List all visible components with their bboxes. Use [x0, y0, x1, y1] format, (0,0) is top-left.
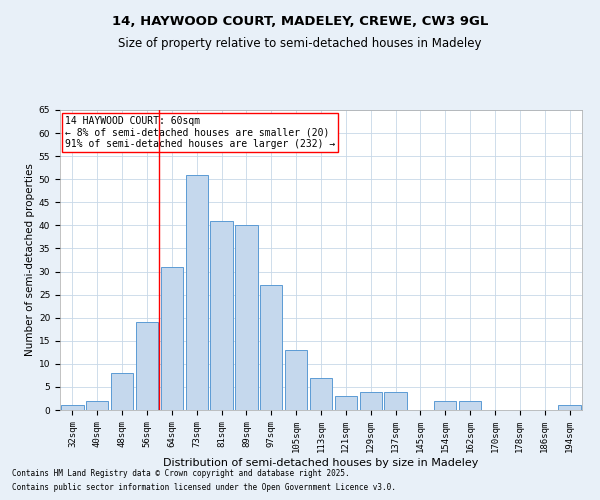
- Text: Contains public sector information licensed under the Open Government Licence v3: Contains public sector information licen…: [12, 484, 396, 492]
- Bar: [310, 378, 332, 410]
- X-axis label: Distribution of semi-detached houses by size in Madeley: Distribution of semi-detached houses by …: [163, 458, 479, 468]
- Text: Size of property relative to semi-detached houses in Madeley: Size of property relative to semi-detach…: [118, 38, 482, 51]
- Bar: [434, 401, 457, 410]
- Bar: [185, 174, 208, 410]
- Bar: [459, 401, 481, 410]
- Bar: [285, 350, 307, 410]
- Bar: [86, 401, 109, 410]
- Y-axis label: Number of semi-detached properties: Number of semi-detached properties: [25, 164, 35, 356]
- Bar: [385, 392, 407, 410]
- Bar: [111, 373, 133, 410]
- Text: 14 HAYWOOD COURT: 60sqm
← 8% of semi-detached houses are smaller (20)
91% of sem: 14 HAYWOOD COURT: 60sqm ← 8% of semi-det…: [65, 116, 335, 149]
- Bar: [359, 392, 382, 410]
- Text: Contains HM Land Registry data © Crown copyright and database right 2025.: Contains HM Land Registry data © Crown c…: [12, 468, 350, 477]
- Bar: [136, 322, 158, 410]
- Bar: [61, 406, 83, 410]
- Bar: [559, 406, 581, 410]
- Text: 14, HAYWOOD COURT, MADELEY, CREWE, CW3 9GL: 14, HAYWOOD COURT, MADELEY, CREWE, CW3 9…: [112, 15, 488, 28]
- Bar: [260, 286, 283, 410]
- Bar: [161, 267, 183, 410]
- Bar: [335, 396, 357, 410]
- Bar: [211, 221, 233, 410]
- Bar: [235, 226, 257, 410]
